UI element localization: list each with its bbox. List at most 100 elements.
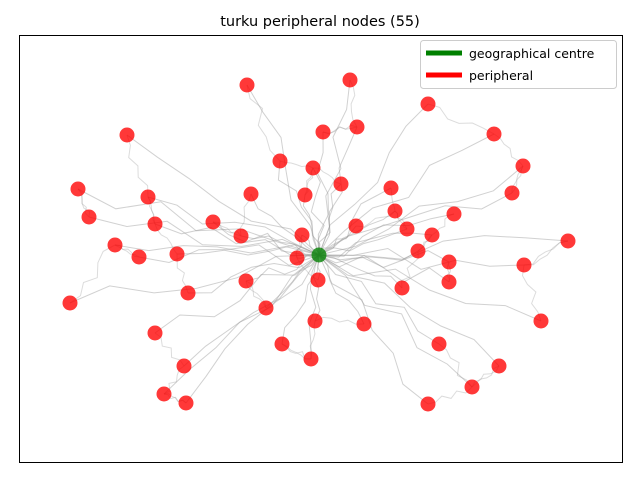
- network-edge: [427, 103, 495, 135]
- legend-label-peripheral: peripheral: [469, 68, 533, 83]
- peripheral-node: [464, 379, 480, 395]
- network-edge: [318, 254, 500, 367]
- network-edge: [318, 225, 357, 256]
- peripheral-node: [70, 181, 86, 197]
- peripheral-node: [310, 272, 326, 288]
- network-edge: [318, 254, 365, 325]
- peripheral-node: [491, 358, 507, 374]
- network-edge: [523, 240, 569, 266]
- network-edge: [312, 254, 321, 322]
- peripheral-node: [205, 214, 221, 230]
- peripheral-node: [342, 72, 358, 88]
- network-edge: [316, 131, 330, 256]
- network-edge: [318, 126, 358, 256]
- network-edge: [318, 187, 392, 256]
- network-edge: [246, 84, 320, 256]
- peripheral-node: [441, 274, 457, 290]
- peripheral-node: [297, 187, 313, 203]
- network-edge: [318, 228, 408, 256]
- peripheral-node: [348, 218, 364, 234]
- network-edge: [438, 343, 473, 388]
- peripheral-node: [239, 77, 255, 93]
- legend: geographical centre peripheral: [420, 40, 617, 89]
- peripheral-node: [486, 126, 502, 142]
- peripheral-node: [156, 386, 172, 402]
- peripheral-node: [399, 221, 415, 237]
- peripheral-node: [272, 153, 288, 169]
- network-edge: [349, 79, 358, 128]
- peripheral-node: [305, 160, 321, 176]
- peripheral-node: [81, 209, 97, 225]
- network-edge: [318, 213, 455, 257]
- network-edge: [523, 240, 569, 266]
- network-edge: [126, 134, 149, 198]
- network-edge: [183, 254, 320, 367]
- network-edge: [277, 160, 320, 256]
- peripheral-node: [515, 158, 531, 174]
- peripheral-node: [356, 316, 372, 332]
- network-edge: [318, 192, 513, 256]
- peripheral-node: [274, 336, 290, 352]
- peripheral-node: [289, 250, 305, 266]
- network-edge: [185, 254, 320, 404]
- network-edge: [318, 183, 342, 256]
- peripheral-node: [243, 186, 259, 202]
- network-edge: [69, 244, 116, 304]
- network-edge: [318, 250, 419, 264]
- peripheral-node: [131, 249, 147, 265]
- network-edge: [427, 386, 473, 405]
- peripheral-node: [140, 189, 156, 205]
- peripheral-node: [180, 285, 196, 301]
- network-edge: [318, 133, 495, 256]
- peripheral-node: [504, 185, 520, 201]
- network-edge: [318, 250, 450, 268]
- peripheral-node: [238, 273, 254, 289]
- network-edge: [126, 134, 320, 256]
- peripheral-node: [349, 119, 365, 135]
- network-edge: [318, 247, 525, 270]
- legend-label-geographical-centre: geographical centre: [469, 46, 595, 61]
- peripheral-node: [387, 203, 403, 219]
- network-edge: [88, 216, 320, 256]
- peripheral-node: [107, 237, 123, 253]
- network-edges: [69, 79, 569, 405]
- network-edge: [147, 196, 320, 256]
- legend-box: [420, 40, 617, 89]
- chart-title: turku peripheral nodes (55): [220, 14, 420, 30]
- network-edge: [310, 167, 325, 256]
- network-edge: [318, 254, 450, 283]
- network-edge: [114, 244, 320, 256]
- peripheral-node: [62, 295, 78, 311]
- network-edge: [318, 79, 351, 256]
- network-edge: [521, 264, 542, 322]
- peripheral-node: [178, 395, 194, 411]
- network-edge: [314, 316, 365, 325]
- network-edge: [318, 165, 524, 256]
- peripheral-node: [294, 227, 310, 243]
- network-edge: [318, 103, 429, 256]
- network-edge: [318, 254, 403, 289]
- network-edge: [154, 254, 320, 334]
- peripheral-node: [410, 243, 426, 259]
- network-edge: [281, 254, 320, 345]
- peripheral-node: [424, 227, 440, 243]
- geographical-centre-node: [311, 247, 327, 263]
- network-edge: [318, 254, 429, 405]
- network-edge: [250, 193, 320, 256]
- peripheral-node: [533, 313, 549, 329]
- network-edge: [245, 254, 320, 282]
- network-edge: [302, 194, 321, 256]
- network-edge: [318, 235, 569, 260]
- peripheral-node: [383, 180, 399, 196]
- peripheral-node: [307, 313, 323, 329]
- network-edge: [265, 254, 320, 309]
- peripheral-node: [303, 351, 319, 367]
- network-edge: [318, 254, 542, 322]
- network-edge: [176, 243, 320, 256]
- peripheral-node: [176, 358, 192, 374]
- peripheral-node: [431, 336, 447, 352]
- network-edge: [355, 210, 396, 228]
- peripheral-node: [516, 257, 532, 273]
- network-edge: [246, 84, 281, 162]
